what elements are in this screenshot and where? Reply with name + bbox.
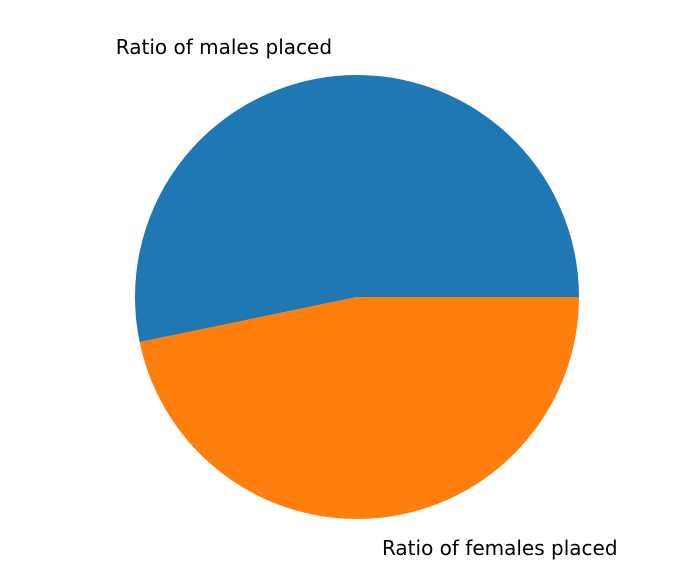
pie-label-females: Ratio of females placed: [382, 536, 618, 560]
pie-labels: Ratio of males placed Ratio of females pl…: [116, 35, 618, 560]
pie-label-males: Ratio of males placed: [116, 35, 332, 59]
pie-slice-females: [139, 297, 579, 520]
pie-slice-males: [135, 75, 579, 343]
pie-slices: [135, 75, 579, 520]
